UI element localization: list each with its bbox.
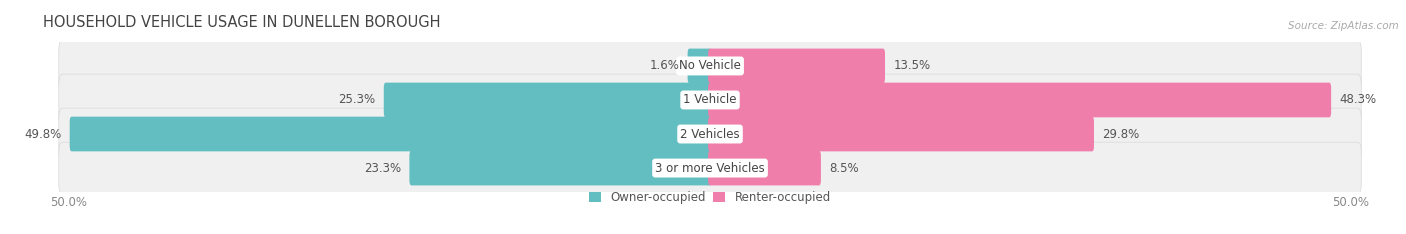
Text: Source: ZipAtlas.com: Source: ZipAtlas.com bbox=[1288, 21, 1399, 31]
Text: 29.8%: 29.8% bbox=[1102, 128, 1139, 141]
Text: No Vehicle: No Vehicle bbox=[679, 59, 741, 73]
Text: 25.3%: 25.3% bbox=[339, 93, 375, 106]
Text: 48.3%: 48.3% bbox=[1340, 93, 1376, 106]
Text: 3 or more Vehicles: 3 or more Vehicles bbox=[655, 161, 765, 175]
Text: 13.5%: 13.5% bbox=[893, 59, 931, 73]
Text: HOUSEHOLD VEHICLE USAGE IN DUNELLEN BOROUGH: HOUSEHOLD VEHICLE USAGE IN DUNELLEN BORO… bbox=[44, 15, 440, 30]
Text: 1 Vehicle: 1 Vehicle bbox=[683, 93, 737, 106]
FancyBboxPatch shape bbox=[59, 74, 1361, 126]
FancyBboxPatch shape bbox=[59, 108, 1361, 160]
FancyBboxPatch shape bbox=[384, 83, 711, 117]
Text: 2 Vehicles: 2 Vehicles bbox=[681, 128, 740, 141]
Legend: Owner-occupied, Renter-occupied: Owner-occupied, Renter-occupied bbox=[589, 191, 831, 204]
Text: 1.6%: 1.6% bbox=[650, 59, 679, 73]
FancyBboxPatch shape bbox=[709, 151, 821, 185]
FancyBboxPatch shape bbox=[709, 117, 1094, 151]
FancyBboxPatch shape bbox=[70, 117, 711, 151]
FancyBboxPatch shape bbox=[709, 83, 1331, 117]
FancyBboxPatch shape bbox=[59, 40, 1361, 92]
Text: 8.5%: 8.5% bbox=[830, 161, 859, 175]
FancyBboxPatch shape bbox=[409, 151, 711, 185]
FancyBboxPatch shape bbox=[59, 142, 1361, 194]
Text: 23.3%: 23.3% bbox=[364, 161, 401, 175]
FancyBboxPatch shape bbox=[688, 49, 711, 83]
FancyBboxPatch shape bbox=[709, 49, 884, 83]
Text: 49.8%: 49.8% bbox=[24, 128, 62, 141]
